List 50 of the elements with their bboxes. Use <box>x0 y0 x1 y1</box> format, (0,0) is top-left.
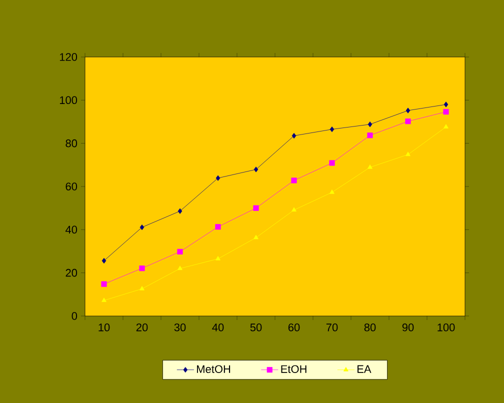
point <box>177 248 183 254</box>
y-tick-label: 20 <box>66 268 78 277</box>
point <box>178 266 182 270</box>
point <box>329 160 335 166</box>
point <box>367 132 373 138</box>
point <box>406 108 410 114</box>
x-tick-label: 60 <box>288 324 300 332</box>
point <box>292 132 296 139</box>
point <box>406 152 410 156</box>
x-tick-label: 80 <box>364 324 376 332</box>
point <box>368 164 372 169</box>
x-tick-label: 70 <box>326 324 338 332</box>
x-tick-label: 20 <box>136 324 148 332</box>
point <box>216 256 220 260</box>
x-tick-label: 10 <box>98 324 110 332</box>
point <box>216 175 220 181</box>
point <box>444 102 448 108</box>
point <box>368 122 372 128</box>
legend-label: EA <box>358 365 372 373</box>
point <box>444 124 448 128</box>
point <box>253 205 259 211</box>
point <box>405 118 411 124</box>
x-tick-label: 50 <box>250 324 262 332</box>
y-tick-label: 60 <box>66 182 78 190</box>
point <box>215 224 221 230</box>
point <box>139 266 145 272</box>
point <box>102 258 106 264</box>
x-tick-label: 90 <box>402 324 414 332</box>
y-tick-label: 0 <box>72 312 78 320</box>
y-tick-label: 120 <box>60 53 78 61</box>
point <box>254 234 258 240</box>
x-tick-label: 30 <box>174 324 186 332</box>
x-tick-label: 100 <box>438 324 455 332</box>
point <box>102 298 106 302</box>
point <box>101 281 107 287</box>
x-tick-label: 40 <box>212 324 224 332</box>
point <box>292 207 296 212</box>
point <box>330 190 334 194</box>
point <box>140 224 144 230</box>
point <box>140 286 144 290</box>
point <box>254 166 258 172</box>
y-tick-label: 40 <box>65 226 78 234</box>
legend-label: EtOH <box>281 365 306 374</box>
y-tick-label: 100 <box>60 96 78 104</box>
y-tick-label: 80 <box>66 139 78 148</box>
point <box>178 208 182 214</box>
legend-label: MetOH <box>197 365 230 374</box>
point <box>291 178 297 184</box>
point <box>443 109 449 115</box>
point <box>330 126 334 132</box>
